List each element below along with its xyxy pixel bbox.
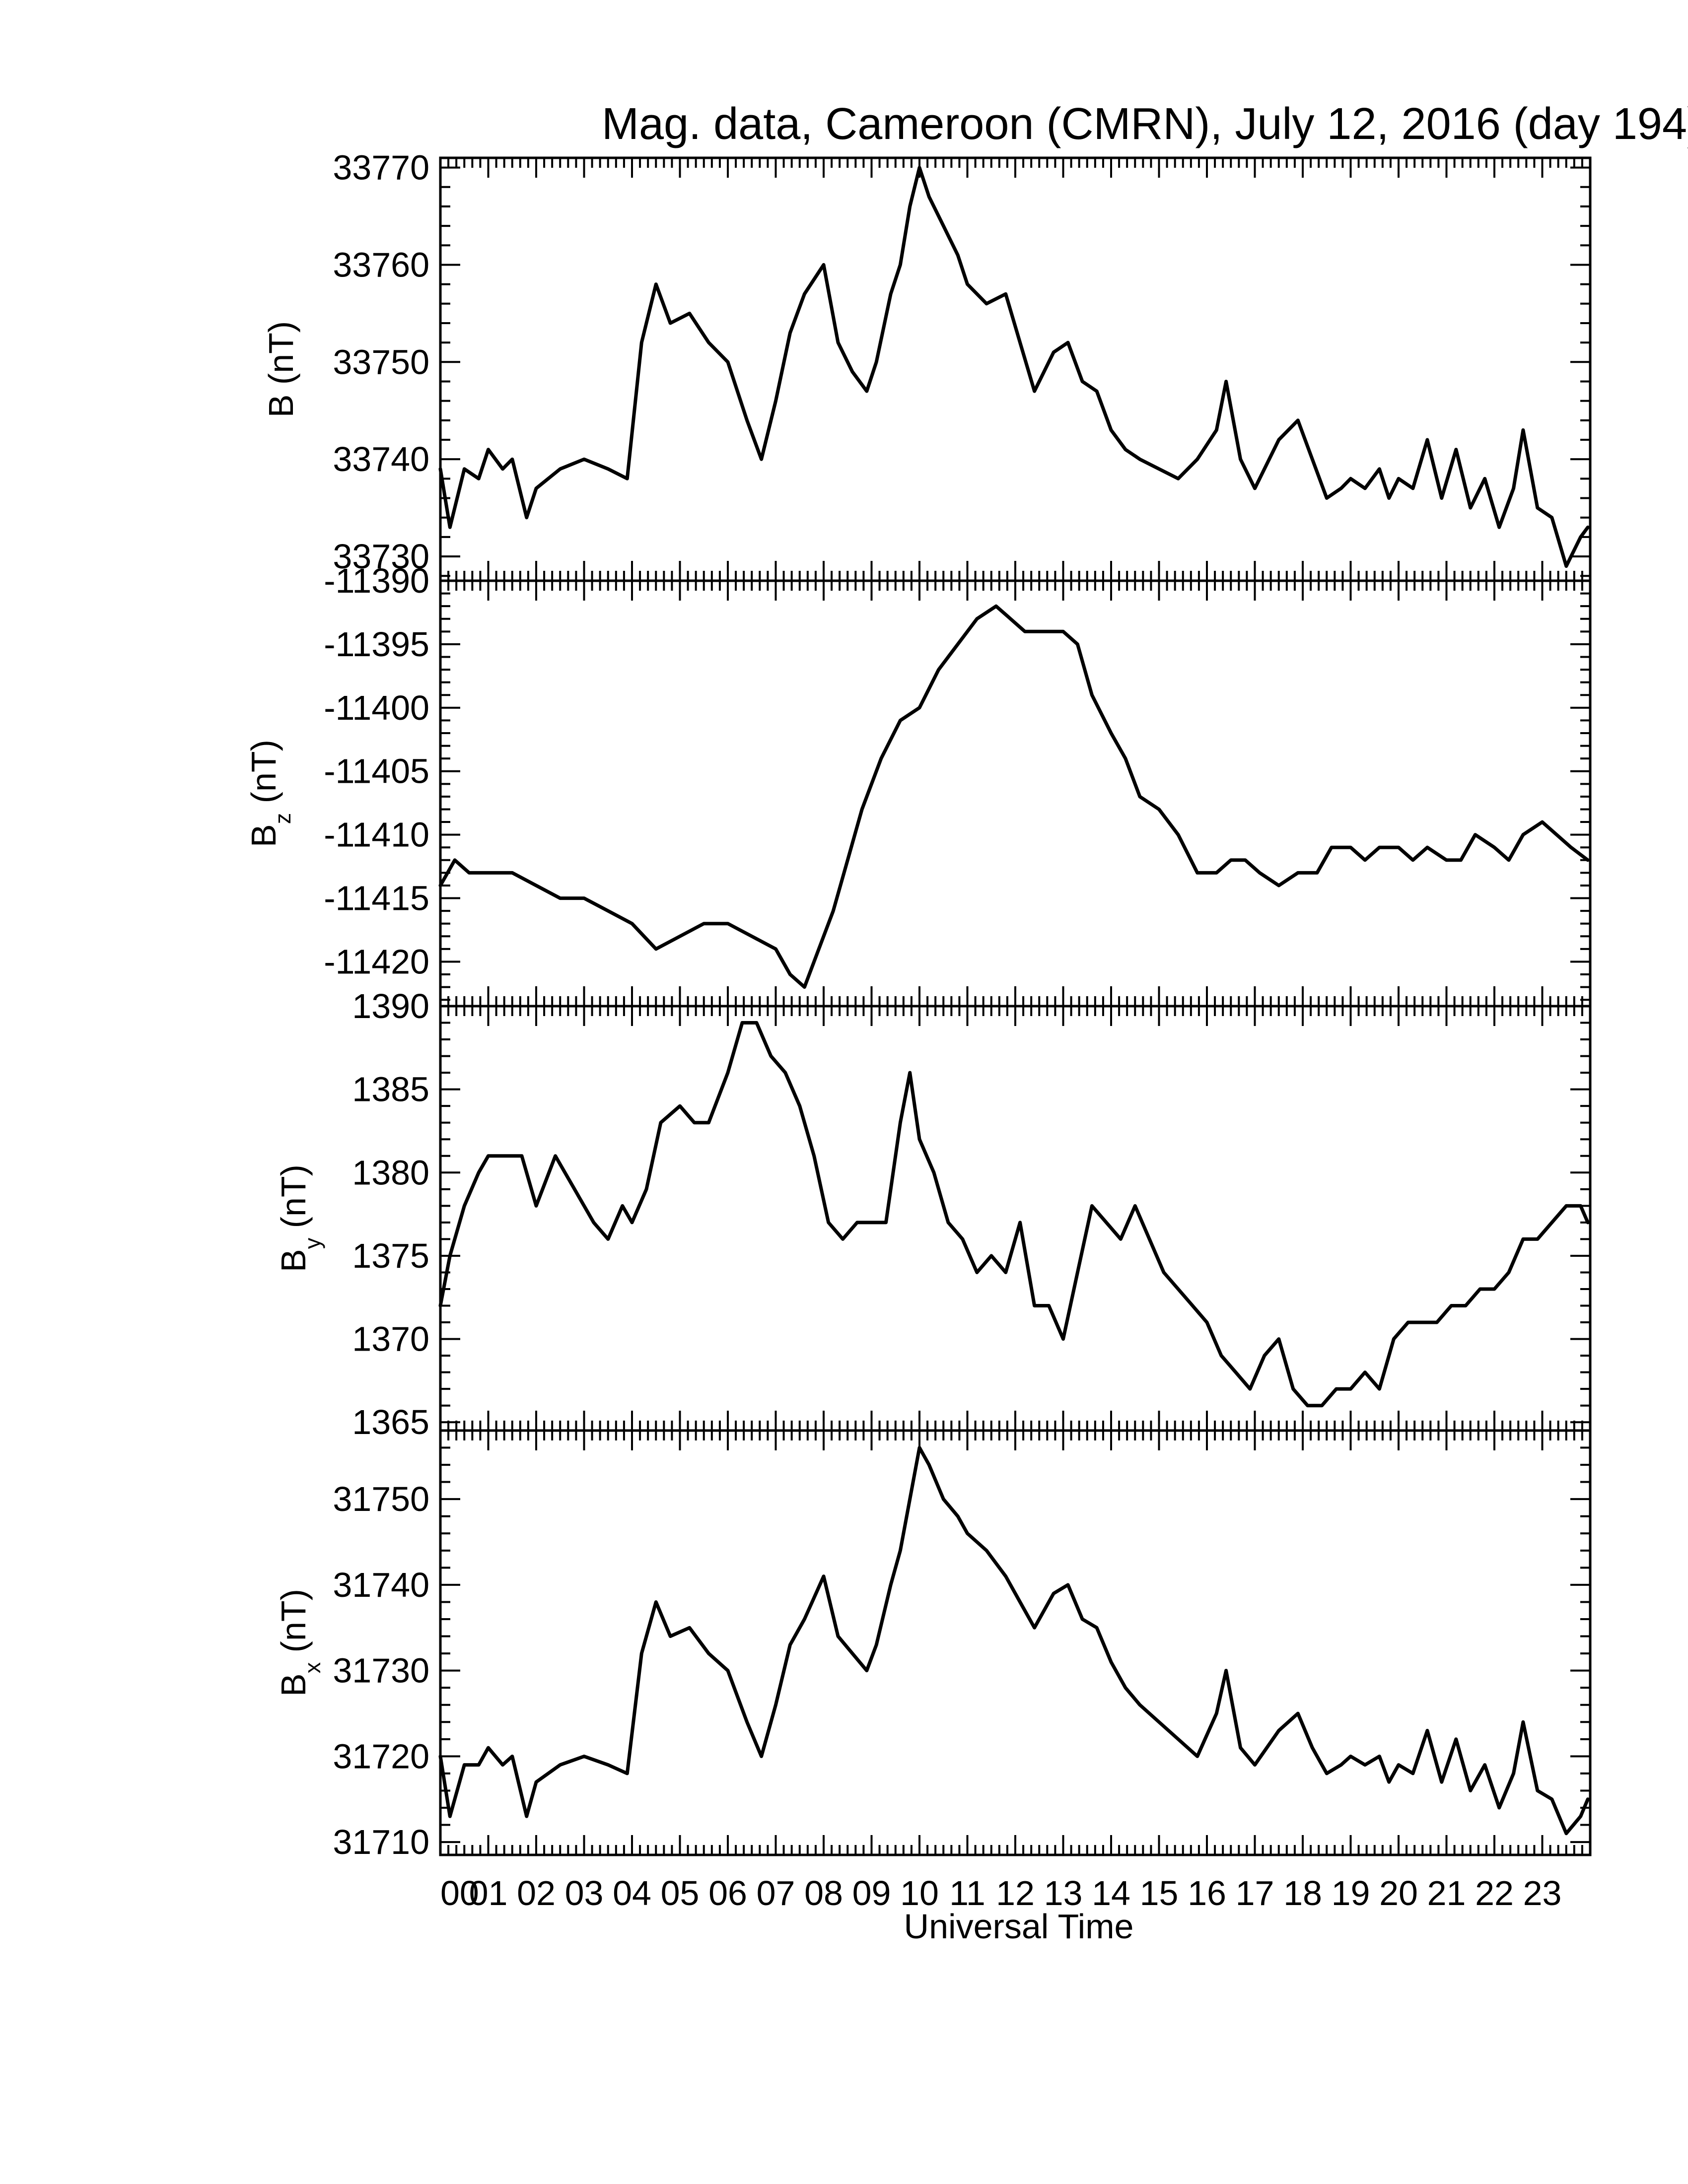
x-axis-label: Universal Time [904,1907,1134,1946]
x-tick-label: 03 [565,1874,604,1912]
y-tick-label: 1370 [352,1320,429,1359]
x-tick-label: 05 [661,1874,700,1912]
x-tick-label: 11 [949,1874,985,1912]
series-line-b-total [438,166,1590,568]
chart-title: Mag. data, Cameroon (CMRN), July 12, 201… [602,99,1688,149]
y-tick-label: 33730 [333,537,429,576]
x-tick-label: 18 [1283,1874,1322,1912]
panel-b-total: 33730 33740 33750 33760 33770 B (nT) [262,148,1592,582]
x-tick-label: 17 [1236,1874,1274,1912]
x-tick-label: 16 [1188,1874,1226,1912]
panel-frame-b-total [439,156,1592,582]
x-tick-label: 12 [996,1874,1035,1912]
x-tick-label: 02 [517,1874,556,1912]
y-tick-label: 33750 [333,342,429,381]
x-tick-label: 07 [757,1874,795,1912]
y-tick-label: 33740 [333,440,429,478]
y-tick-label: 33770 [333,148,429,187]
x-tick-label: 00 [440,1874,479,1912]
panel-bz: -11390 -11395 -11400 -11405 -11410 -11415 -114… [244,561,1592,1008]
y-tick-label: 1365 [352,1403,429,1441]
y-tick-label: 31730 [333,1651,429,1690]
x-tick-label: 08 [804,1874,843,1912]
x-tick-label: 15 [1140,1874,1179,1912]
y-axis-label-bz: Bz (nT) [244,740,295,847]
y-tick-label: 31740 [333,1566,429,1604]
y-tick-label: -11395 [324,625,429,664]
x-tick-label: 09 [852,1874,891,1912]
y-tick-label: -11415 [324,879,429,918]
y-tick-label: 1390 [352,987,429,1025]
panel-frame-by [439,1005,1592,1432]
y-axis-label-bx: Bx (nT) [274,1589,325,1697]
series-line-bz [438,604,1590,989]
x-tick-label: 19 [1332,1874,1370,1912]
y-tick-label: -11405 [324,752,429,791]
x-tick-label: 20 [1379,1874,1418,1912]
series-line-bx [438,1446,1590,1836]
x-tick-label: 10 [900,1874,939,1912]
panel-frame-bz [439,579,1592,1008]
y-tick-label: 1380 [352,1153,429,1192]
y-tick-label: 31710 [333,1823,429,1861]
x-tick-label: 21 [1427,1874,1466,1912]
y-tick-label: 1375 [352,1236,429,1275]
y-tick-label: -11420 [324,942,429,981]
x-tick-label: 23 [1523,1874,1562,1912]
x-tick-label: 22 [1475,1874,1514,1912]
y-tick-label: 31720 [333,1737,429,1775]
x-tick-label: 01 [469,1874,508,1912]
x-tick-label: 13 [1044,1874,1083,1912]
x-tick-label: 14 [1092,1874,1130,1912]
y-tick-label: 1385 [352,1070,429,1109]
panel-by: 1365 1370 1375 1380 1385 1390 By (nT) [274,987,1592,1441]
y-tick-label: 33760 [333,245,429,284]
x-tick-label: 04 [613,1874,651,1912]
y-tick-label: -11390 [324,561,429,600]
y-tick-label: -11400 [324,688,429,727]
y-tick-label: -11410 [324,816,429,854]
panel-bx: 31710 31720 31730 31740 31750 Bx (nT) [274,1429,1592,1861]
panel-frame-bx [439,1429,1592,1856]
y-tick-label: 31750 [333,1480,429,1518]
y-axis-label-b-total: B (nT) [262,321,300,417]
y-axis-label-by: By (nT) [274,1164,325,1272]
series-line-by [438,1021,1590,1408]
x-tick-label: 06 [708,1874,747,1912]
